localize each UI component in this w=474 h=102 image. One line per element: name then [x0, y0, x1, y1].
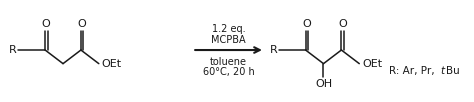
Text: R: Ar, Pr,: R: Ar, Pr,	[389, 66, 438, 76]
Text: OH: OH	[315, 79, 332, 89]
Text: 1.2 eq.: 1.2 eq.	[212, 24, 246, 34]
Text: toluene: toluene	[210, 57, 247, 67]
Text: OEt: OEt	[362, 59, 382, 69]
Text: O: O	[302, 19, 311, 29]
Text: R: R	[9, 45, 17, 55]
Text: t: t	[441, 66, 445, 76]
Text: Bu: Bu	[446, 66, 459, 76]
Text: O: O	[42, 19, 51, 29]
Text: MCPBA: MCPBA	[211, 35, 246, 45]
Text: OEt: OEt	[102, 59, 122, 69]
Text: R: R	[270, 45, 278, 55]
Text: O: O	[78, 19, 86, 29]
Text: O: O	[338, 19, 347, 29]
Text: 60°C, 20 h: 60°C, 20 h	[203, 67, 255, 77]
